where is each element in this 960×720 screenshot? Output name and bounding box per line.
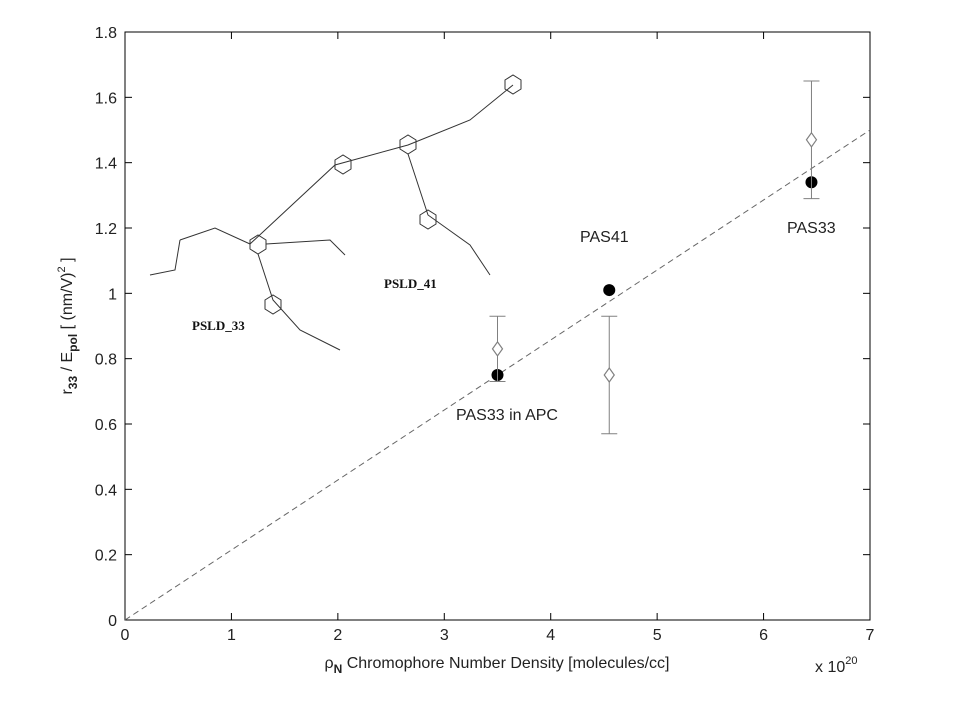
x-tick-label: 2 [333, 627, 342, 644]
y-tick-label: 1.4 [95, 156, 117, 173]
x-axis-label: ρN Chromophore Number Density [molecules… [324, 655, 669, 676]
y-tick-label: 1.2 [95, 221, 117, 238]
x-tick-label: 1 [227, 627, 236, 644]
point [491, 340, 504, 357]
point [603, 284, 616, 297]
y-axis-label: r33 / Epol [ (nm/V)2 ] [56, 257, 80, 394]
y-tick-label: 1.6 [95, 90, 117, 107]
annotation: PAS33 [787, 220, 836, 237]
y-tick-label: 1 [108, 286, 117, 303]
y-tick-label: 0.8 [95, 352, 117, 369]
y-label-part: pol [66, 334, 80, 352]
y-label-part: 2 [56, 266, 68, 272]
multiplier-prefix: x 10 [815, 659, 845, 676]
molecule-sketch [149, 74, 522, 351]
annotation: PAS33 in APC [456, 407, 558, 424]
structure-label: PSLD_41 [384, 276, 437, 291]
x-multiplier: x 1020 [815, 655, 858, 676]
plot-frame [124, 31, 871, 621]
x-tick-label: 3 [440, 627, 449, 644]
y-tick-label: 0.6 [95, 417, 117, 434]
y-tick-label: 0.4 [95, 482, 117, 499]
x-tick-label: 6 [759, 627, 768, 644]
y-tick-label: 1.8 [95, 25, 117, 42]
y-label-part: ] [59, 257, 76, 266]
point [805, 131, 818, 148]
annotation: PAS41 [580, 229, 629, 246]
x-label-subscript: N [334, 662, 343, 676]
x-label-text: Chromophore Number Density [molecules/cc… [342, 655, 669, 672]
y-tick-label: 0 [108, 613, 117, 630]
x-tick-label: 5 [653, 627, 662, 644]
x-tick-label: 7 [866, 627, 875, 644]
x-tick-label: 0 [121, 627, 130, 644]
y-tick-label: 0.2 [95, 548, 117, 565]
y-label-part: 33 [66, 376, 80, 390]
y-label-part: / E [59, 352, 76, 376]
y-label-part: [ (nm/V) [59, 272, 76, 333]
y-label-part: r [59, 389, 76, 395]
point [603, 366, 615, 384]
multiplier-exponent: 20 [845, 655, 857, 667]
x-tick-label: 4 [546, 627, 555, 644]
x-label-symbol: ρ [324, 655, 333, 672]
structure-label: PSLD_33 [192, 318, 245, 333]
